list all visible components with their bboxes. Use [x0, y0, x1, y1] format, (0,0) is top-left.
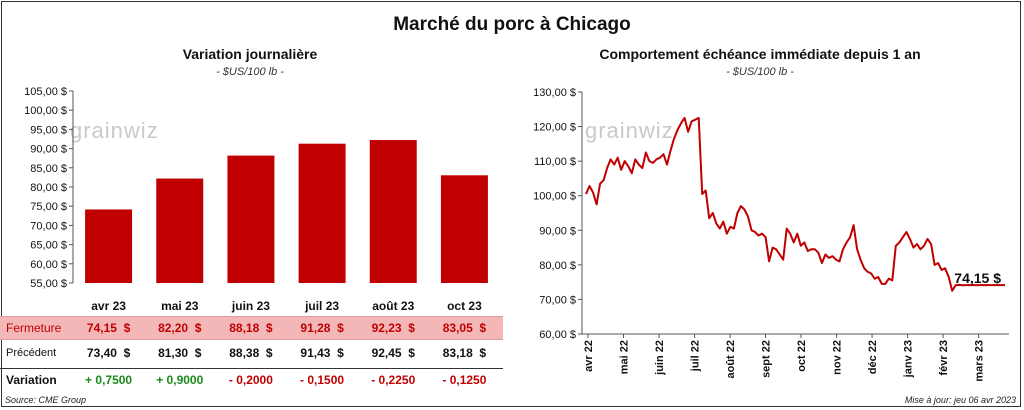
x-tick-label: sept 22	[761, 340, 773, 378]
bar	[85, 209, 133, 283]
x-tick-label: févr 23	[938, 340, 950, 375]
last-value-label: 74,15 $	[954, 270, 1001, 286]
x-tick-label: mai 22	[619, 340, 631, 374]
change-row-value: - 0,2250	[371, 373, 416, 387]
y-tick-label: 70,00 $	[30, 220, 67, 232]
prev-row-value: 88,38 $	[229, 346, 273, 360]
y-tick-label: 70,00 $	[539, 294, 576, 306]
close-row-value: 88,18 $	[229, 321, 273, 335]
right-panel-subtitle: - $US/100 lb -	[726, 66, 794, 78]
change-row-value: + 0,9000	[156, 373, 204, 387]
bar	[156, 178, 204, 283]
x-tick-label: avr 23	[91, 299, 126, 313]
y-tick-label: 75,00 $	[30, 201, 67, 213]
left-panel-subtitle: - $US/100 lb -	[216, 66, 284, 78]
x-tick-label: août 22	[725, 340, 737, 379]
y-tick-label: 85,00 $	[30, 163, 67, 175]
y-tick-label: 120,00 $	[533, 122, 576, 134]
y-tick-label: 90,00 $	[30, 144, 67, 156]
change-row-value: + 0,7500	[85, 373, 133, 387]
close-row-label: Fermeture	[6, 321, 62, 335]
bar-chart: 55,00 $ 60,00 $ 65,00 $ 70,00 $ 75,00 $ 80,00…	[24, 86, 488, 313]
y-tick-label: 65,00 $	[30, 240, 67, 252]
change-row-value: - 0,1250	[442, 373, 487, 387]
x-tick-label: juin 23	[231, 299, 270, 313]
left-panel-title: Variation journalière	[182, 46, 318, 62]
x-tick-label: août 23	[372, 299, 414, 313]
y-tick-label: 80,00 $	[539, 260, 576, 272]
change-row-value: - 0,2000	[228, 373, 273, 387]
prev-row-value: 91,43 $	[300, 346, 344, 360]
prev-row-value: 83,18 $	[442, 346, 487, 360]
x-tick-label: nov 22	[832, 340, 844, 375]
source-note: Source: CME Group	[5, 395, 87, 405]
change-row-label: Variation	[6, 373, 57, 387]
close-row-value: 91,28 $	[300, 321, 344, 335]
bar	[298, 143, 346, 283]
x-tick-label: déc 22	[867, 340, 879, 374]
x-tick-label: oct 23	[447, 299, 482, 313]
prev-row: Précédent 73,40 $ 81,30 $ 88,38 $ 91,43 $ 92…	[0, 342, 503, 364]
x-tick-label: juin 22	[654, 340, 666, 376]
close-row-value: 83,05 $	[442, 321, 487, 335]
prev-row-label: Précédent	[6, 347, 57, 359]
x-tick-label: juil 23	[304, 299, 339, 313]
series-line	[585, 116, 1005, 292]
bar	[369, 140, 417, 283]
y-tick-label: 55,00 $	[30, 278, 67, 290]
close-row-value: 74,15 $	[86, 321, 131, 335]
change-row: Variation + 0,7500 + 0,9000 - 0,2000 - 0,15…	[0, 368, 503, 391]
close-row-value: 92,23 $	[371, 321, 415, 335]
close-row: Fermeture 74,15 $ 82,20 $ 88,18 $ 91,28 $ 92…	[0, 316, 503, 340]
y-tick-label: 110,00 $	[534, 156, 576, 168]
y-tick-label: 100,00 $	[533, 191, 576, 203]
prev-row-value: 92,45 $	[371, 346, 415, 360]
y-tick-label: 90,00 $	[539, 225, 576, 237]
y-tick-label: 95,00 $	[30, 124, 67, 136]
x-tick-label: avr 22	[583, 340, 595, 372]
right-panel-title: Comportement échéance immédiate depuis 1…	[599, 46, 921, 62]
y-tick-label: 130,00 $	[533, 87, 576, 99]
bar	[440, 175, 488, 283]
change-row-value: - 0,1500	[300, 373, 345, 387]
prev-row-value: 81,30 $	[158, 346, 202, 360]
y-tick-label: 60,00 $	[539, 329, 576, 341]
line-chart: 60,00 $ 70,00 $ 80,00 $ 90,00 $ 100,00 $ 110,…	[533, 87, 1009, 382]
y-tick-label: 60,00 $	[30, 259, 67, 271]
updated-note: Mise à jour: jeu 06 avr 2023	[904, 395, 1016, 405]
y-tick-label: 100,00 $	[24, 105, 67, 117]
prev-row-value: 73,40 $	[86, 346, 131, 360]
close-row-value: 82,20 $	[158, 321, 202, 335]
x-tick-label: janv 23	[903, 340, 915, 378]
y-tick-label: 80,00 $	[30, 182, 67, 194]
main-title: Marché du porc à Chicago	[393, 14, 631, 35]
x-tick-label: mars 23	[974, 340, 986, 382]
y-tick-label: 105,00 $	[24, 86, 67, 98]
grainwiz-logo: grainwiz	[70, 118, 159, 143]
x-tick-label: oct 22	[796, 340, 808, 372]
grainwiz-logo-right: grainwiz	[585, 118, 674, 143]
bar	[227, 155, 275, 283]
x-tick-label: juil 22	[690, 340, 702, 372]
x-tick-label: mai 23	[161, 299, 199, 313]
